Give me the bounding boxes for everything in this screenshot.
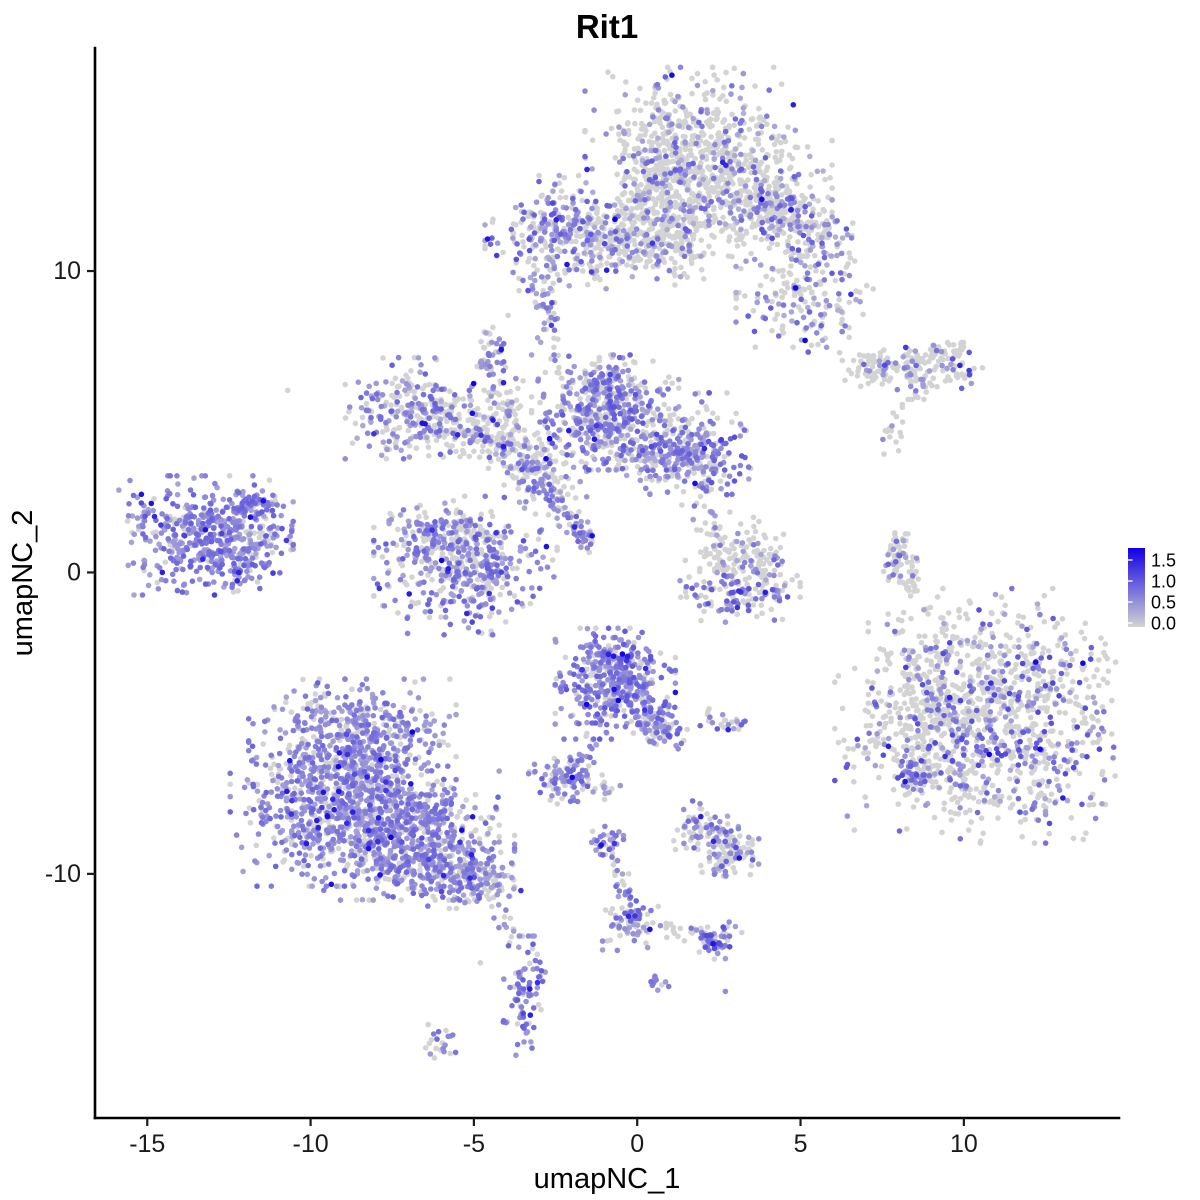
legend-tick-notch <box>1128 601 1133 603</box>
scatter-points <box>116 64 1119 1061</box>
legend-tick-marks <box>1128 559 1133 624</box>
y-tick-label: 0 <box>67 558 81 586</box>
x-axis-label: umapNC_1 <box>534 1163 681 1195</box>
legend-tick-notch <box>1128 580 1133 582</box>
legend: 1.51.00.50.0 <box>1128 548 1176 634</box>
x-tick-label: -5 <box>463 1130 485 1158</box>
y-tick-label: -10 <box>45 860 81 888</box>
legend-tick-notch <box>1128 559 1133 561</box>
chart-title: Rit1 <box>576 8 638 45</box>
legend-labels: 1.51.00.50.0 <box>1151 551 1176 634</box>
legend-label: 1.0 <box>1151 572 1176 592</box>
legend-tick-notch <box>1128 622 1133 624</box>
x-tick-label: -15 <box>129 1130 165 1158</box>
legend-label: 0.0 <box>1151 614 1176 634</box>
y-tick-label: 10 <box>53 257 81 285</box>
x-tick-label: -10 <box>293 1130 329 1158</box>
legend-label: 0.5 <box>1151 593 1176 613</box>
x-tick-label: 0 <box>630 1130 644 1158</box>
legend-colorbar <box>1128 548 1145 627</box>
x-tick-label: 5 <box>794 1130 808 1158</box>
legend-label: 1.5 <box>1151 551 1176 571</box>
x-axis-ticks: -15 -10 -5 0 5 10 <box>129 1118 978 1158</box>
x-tick-label: 10 <box>950 1130 978 1158</box>
y-axis-ticks: 10 0 -10 <box>45 257 95 888</box>
y-axis-label: umapNC_2 <box>7 510 39 657</box>
